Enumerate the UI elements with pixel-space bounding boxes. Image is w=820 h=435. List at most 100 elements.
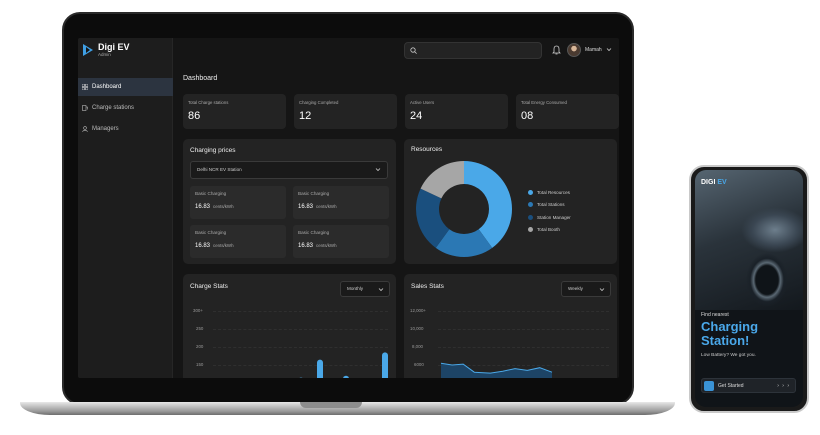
- price-label: Basic Charging: [298, 230, 330, 235]
- sidebar: Digi EV Admin Dashboard: [78, 38, 173, 378]
- sidebar-item-dashboard[interactable]: Dashboard: [78, 78, 173, 96]
- charger-icon: [82, 105, 88, 111]
- legend-swatch: [528, 214, 533, 220]
- station-select[interactable]: Delhi NCR EV Station: [190, 161, 388, 179]
- top-bar: Mamah: [174, 38, 619, 63]
- app-subtitle: Admin: [98, 52, 111, 57]
- legend-item: Station Manager: [528, 211, 571, 224]
- button-label: Get Started: [718, 383, 744, 389]
- resources-donut-chart: [416, 161, 512, 257]
- bar: [317, 359, 323, 378]
- grid-icon: [82, 84, 88, 90]
- price-value: 16.83 cents/kWh: [195, 243, 234, 249]
- phone-logo-b: EV: [717, 179, 727, 186]
- station-select-value: Delhi NCR EV Station: [197, 167, 242, 172]
- stat-value: 24: [410, 110, 423, 122]
- y-tick-label: 150: [196, 362, 204, 367]
- chevron-down-icon[interactable]: [606, 47, 612, 52]
- sales-period-select[interactable]: Weekly: [561, 281, 611, 297]
- sidebar-item-label: Dashboard: [92, 84, 122, 90]
- price-card[interactable]: Basic Charging 16.83 cents/kWh: [293, 225, 389, 258]
- stat-card-charge-stations[interactable]: Total Charge stations 86: [183, 94, 286, 129]
- charge-stats-bar-chart: [299, 352, 388, 378]
- bell-icon[interactable]: [552, 45, 561, 55]
- legend-swatch: [528, 202, 533, 208]
- sidebar-item-charge-stations[interactable]: Charge stations: [78, 99, 173, 117]
- logo-icon: [83, 44, 93, 56]
- price-value: 16.83 cents/kWh: [195, 204, 234, 210]
- price-value: 16.83 cents/kWh: [298, 243, 337, 249]
- stat-label: Active Users: [410, 100, 435, 105]
- y-tick-label: 300+: [193, 308, 203, 313]
- ev-car-photo: [695, 170, 803, 310]
- panel-title: Sales Stats: [411, 283, 444, 290]
- phone-subtext: Low Battery? We got you.: [701, 353, 756, 358]
- series-line: [440, 362, 553, 374]
- legend-label: Total Resources: [537, 189, 570, 195]
- period-value: Monthly: [347, 286, 364, 291]
- price-card[interactable]: Basic Charging 16.83 cents/kWh: [190, 225, 286, 258]
- gridline: [438, 311, 609, 312]
- sidebar-item-managers[interactable]: Managers: [78, 120, 173, 138]
- legend-label: Total Stations: [537, 202, 565, 208]
- phone-headline-line: Station!: [701, 333, 750, 348]
- legend-item: Total Booth: [528, 224, 571, 237]
- resources-legend: Total Resources Total Stations Station M…: [528, 186, 571, 236]
- donut-slice: [420, 161, 464, 199]
- legend-item: Total Stations: [528, 199, 571, 212]
- dashboard-screen: Digi EV Admin Dashboard: [78, 38, 619, 378]
- donut-slice: [435, 229, 493, 257]
- phone-headline-line: Charging: [701, 319, 759, 334]
- price-card[interactable]: Basic Charging 16.83 cents/kWh: [293, 186, 389, 219]
- sales-stats-area-chart: [440, 362, 553, 378]
- stat-label: Total Energy Consumed: [521, 100, 567, 105]
- y-tick-label: 8,000: [412, 344, 423, 349]
- area-fill: [441, 363, 552, 378]
- stat-card-energy-consumed[interactable]: Total Energy Consumed 08: [516, 94, 619, 129]
- gridline: [213, 311, 388, 312]
- chevrons-right-icon: › › ›: [777, 383, 790, 389]
- sidebar-nav: Dashboard Charge stations Managers: [78, 78, 173, 141]
- bar: [382, 352, 388, 378]
- price-label: Basic Charging: [298, 191, 330, 196]
- y-tick-label: 250: [196, 326, 204, 331]
- app-name: Digi EV: [98, 42, 130, 52]
- charge-period-select[interactable]: Monthly: [340, 281, 390, 297]
- stat-label: Total Charge stations: [188, 100, 229, 105]
- period-value: Weekly: [568, 286, 583, 291]
- search-input[interactable]: [404, 42, 542, 59]
- price-card[interactable]: Basic Charging 16.83 cents/kWh: [190, 186, 286, 219]
- stat-card-active-users[interactable]: Active Users 24: [405, 94, 508, 129]
- chevron-down-icon: [378, 288, 384, 292]
- app-logo[interactable]: Digi EV Admin: [82, 42, 130, 58]
- y-tick-label: 10,000: [410, 326, 424, 331]
- phone-screen: DIGI EV Find nearest Charging Station! L…: [695, 170, 803, 407]
- y-tick-label: 6000: [414, 362, 424, 367]
- search-icon: [410, 47, 417, 54]
- stat-card-charging-completed[interactable]: Charging Completed 12: [294, 94, 397, 129]
- stat-value: 86: [188, 110, 201, 122]
- get-started-button[interactable]: Get Started › › ›: [701, 378, 796, 393]
- phone-headline: Charging Station!: [701, 320, 801, 348]
- phone-find-text: Find nearest: [701, 312, 729, 318]
- phone-logo-a: DIGI: [701, 179, 716, 186]
- gridline: [438, 347, 609, 348]
- avatar[interactable]: [567, 43, 581, 57]
- legend-swatch: [528, 189, 533, 195]
- phone-logo: DIGI EV: [701, 179, 727, 186]
- chevron-down-icon: [599, 288, 605, 292]
- gridline: [213, 347, 388, 348]
- price-value: 16.83 cents/kWh: [298, 204, 337, 210]
- gridline: [438, 329, 609, 330]
- panel-title: Resources: [411, 146, 443, 153]
- gridline: [213, 365, 388, 366]
- laptop-base: [20, 402, 675, 415]
- chevron-down-icon: [375, 168, 381, 172]
- price-label: Basic Charging: [195, 230, 227, 235]
- sidebar-item-label: Managers: [92, 126, 119, 132]
- bar: [343, 375, 349, 378]
- arrow-right-icon: [704, 381, 714, 391]
- user-name[interactable]: Mamah: [585, 47, 602, 53]
- laptop-notch: [300, 402, 362, 408]
- donut-slice: [464, 161, 512, 248]
